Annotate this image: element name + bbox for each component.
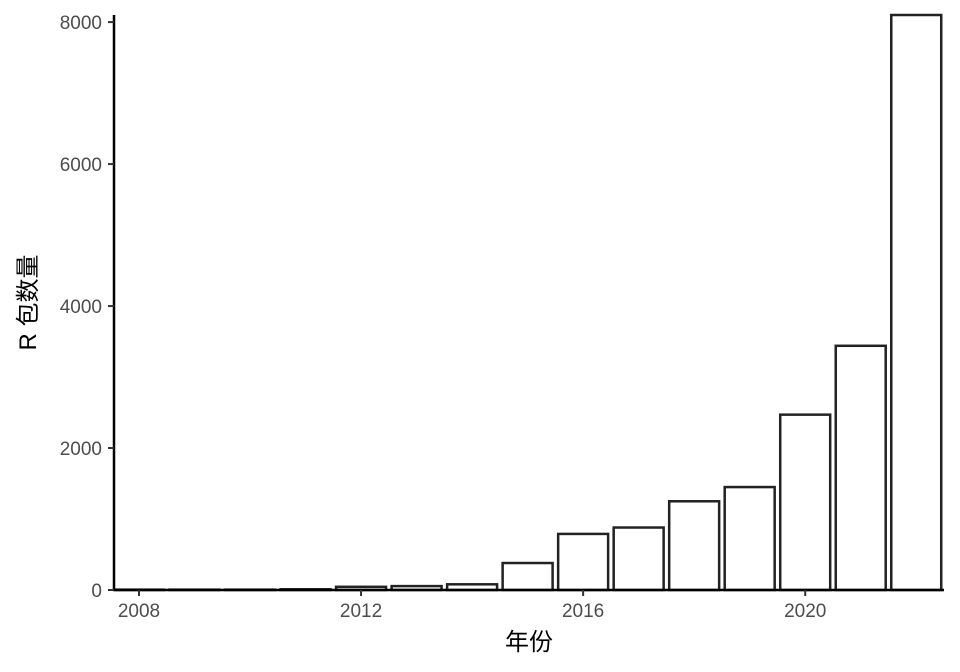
bars-layer <box>112 13 943 592</box>
bar-2018 <box>667 500 721 592</box>
y-tick-label-8000: 8000 <box>60 13 102 34</box>
bar-2021 <box>834 344 887 592</box>
y-tick-label-2000: 2000 <box>60 439 102 460</box>
x-tick-label-2016: 2016 <box>562 601 604 622</box>
x-axis-title: 年份 <box>505 629 553 656</box>
y-tick-label-0: 0 <box>91 581 102 602</box>
y-axis-title: R 包数量 <box>15 255 42 351</box>
bar-2015 <box>501 561 554 592</box>
x-tick-label-2008: 2008 <box>118 601 160 622</box>
x-ticks: 2008 2012 2016 2020 <box>118 590 826 622</box>
y-ticks: 0 2000 4000 6000 8000 <box>60 13 114 602</box>
bar-2022 <box>890 13 943 592</box>
x-tick-label-2012: 2012 <box>340 601 382 622</box>
bar-2019 <box>723 485 776 592</box>
bar-2017 <box>612 526 665 592</box>
y-tick-label-4000: 4000 <box>60 297 102 318</box>
y-tick-label-6000: 6000 <box>60 155 102 176</box>
x-tick-label-2020: 2020 <box>784 601 826 622</box>
bar-2016 <box>556 532 610 592</box>
bar-2020 <box>778 413 832 592</box>
